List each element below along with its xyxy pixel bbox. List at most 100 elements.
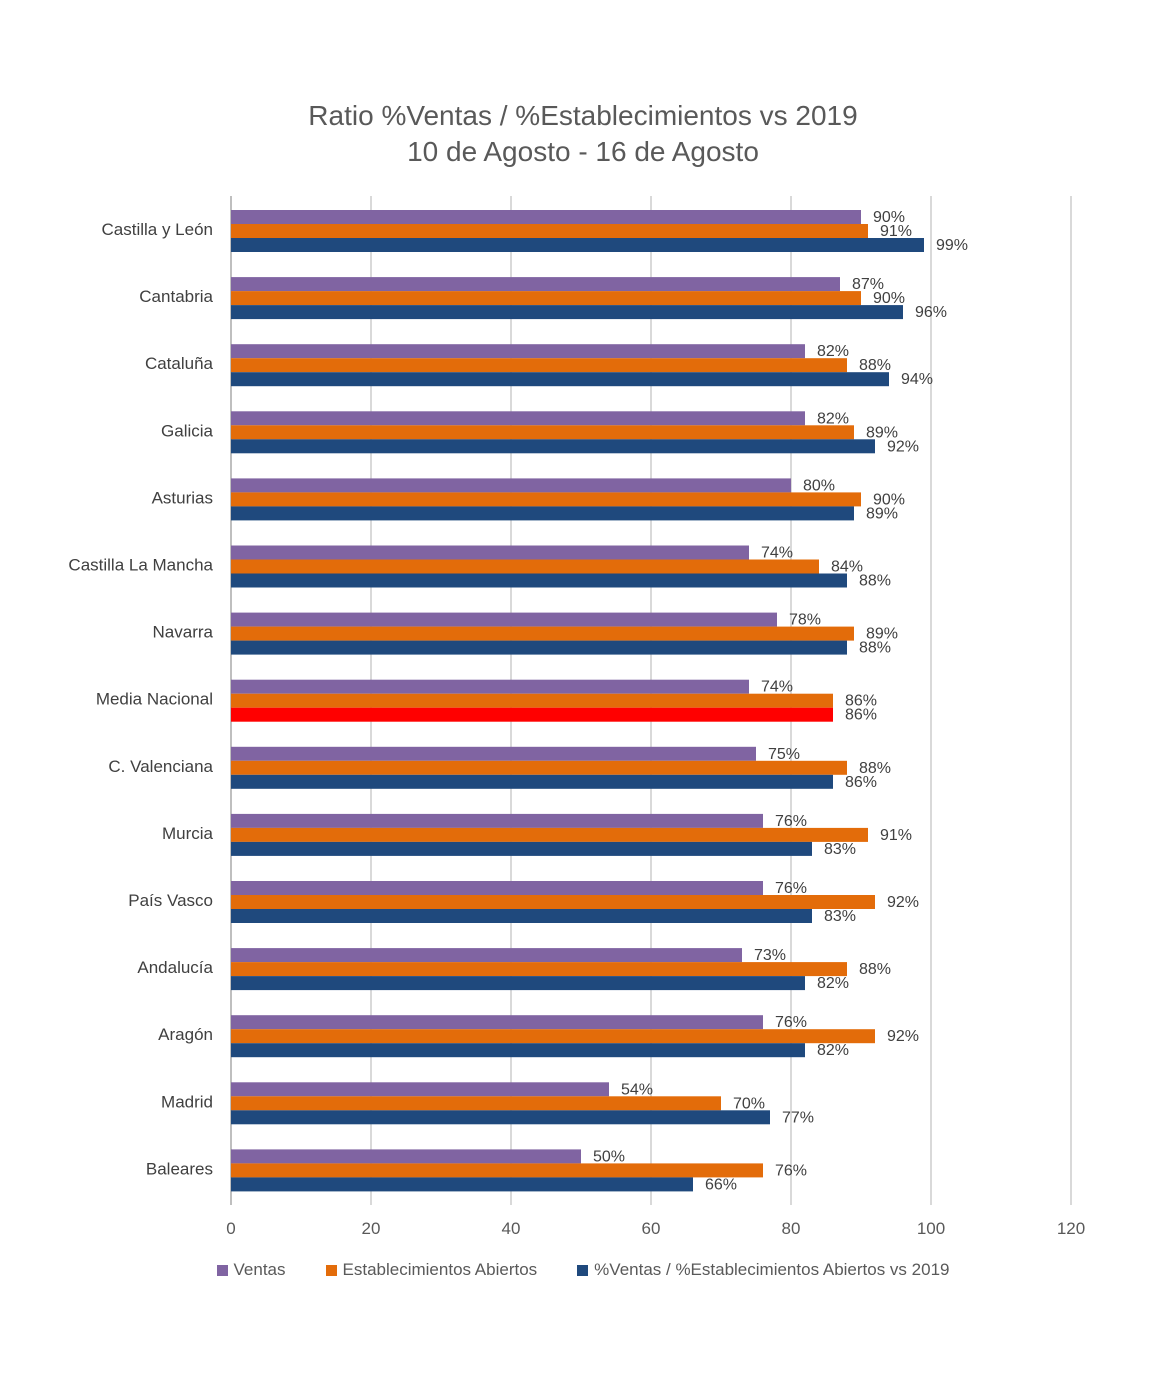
data-label: 82% bbox=[817, 975, 849, 992]
category-label: Cantabria bbox=[139, 287, 213, 306]
category-label: Castilla La Mancha bbox=[68, 556, 213, 575]
legend-label-ventas: Ventas bbox=[233, 1260, 286, 1279]
bar-ratio bbox=[231, 372, 889, 387]
bar-ratio bbox=[231, 841, 812, 856]
data-label: 82% bbox=[817, 1042, 849, 1059]
bar-ratio bbox=[231, 305, 903, 320]
bar-ratio bbox=[231, 976, 805, 991]
bar-establecimientos bbox=[231, 1029, 875, 1044]
data-label: 96% bbox=[915, 304, 947, 321]
data-label: 82% bbox=[817, 410, 849, 427]
bar-establecimientos bbox=[231, 1096, 721, 1111]
x-tick-label: 0 bbox=[226, 1219, 235, 1238]
bar-establecimientos bbox=[231, 492, 861, 507]
legend-swatch-ratio bbox=[577, 1264, 589, 1276]
data-label: 66% bbox=[705, 1176, 737, 1193]
data-label: 80% bbox=[803, 477, 835, 494]
bar-establecimientos bbox=[231, 291, 861, 306]
data-label: 88% bbox=[859, 357, 891, 374]
category-label: Aragón bbox=[158, 1025, 213, 1044]
bar-ventas bbox=[231, 1149, 581, 1164]
data-label: 76% bbox=[775, 813, 807, 830]
bar-establecimientos bbox=[231, 358, 847, 373]
bar-establecimientos bbox=[231, 760, 847, 775]
data-label: 76% bbox=[775, 880, 807, 897]
x-tick-label: 120 bbox=[1057, 1219, 1085, 1238]
data-label: 83% bbox=[824, 908, 856, 925]
legend: Ventas Establecimientos Abiertos %Ventas… bbox=[0, 1260, 1166, 1280]
data-label: 99% bbox=[936, 237, 968, 254]
bar-ventas bbox=[231, 612, 777, 627]
data-label: 82% bbox=[817, 343, 849, 360]
bar-ratio bbox=[231, 506, 854, 521]
data-label: 94% bbox=[901, 371, 933, 388]
data-label: 90% bbox=[873, 209, 905, 226]
data-label: 76% bbox=[775, 1014, 807, 1031]
category-label: Galicia bbox=[161, 421, 214, 440]
data-label: 91% bbox=[880, 223, 912, 240]
bar-ventas bbox=[231, 545, 749, 560]
legend-label-ratio: %Ventas / %Establecimientos Abiertos vs … bbox=[594, 1260, 950, 1279]
bar-ventas bbox=[231, 948, 742, 963]
bar-ventas bbox=[231, 813, 763, 828]
bar-ratio bbox=[231, 1177, 693, 1192]
data-label: 90% bbox=[873, 290, 905, 307]
bar-establecimientos bbox=[231, 1163, 763, 1178]
category-label: País Vasco bbox=[128, 891, 213, 910]
data-label: 86% bbox=[845, 693, 877, 710]
data-label: 73% bbox=[754, 947, 786, 964]
bar-ratio bbox=[231, 707, 833, 722]
category-label: Castilla y León bbox=[101, 220, 213, 239]
x-tick-label: 60 bbox=[642, 1219, 661, 1238]
bar-establecimientos bbox=[231, 224, 868, 238]
bar-ventas bbox=[231, 746, 756, 761]
data-label: 87% bbox=[852, 276, 884, 293]
bar-ratio bbox=[231, 238, 924, 252]
data-label: 92% bbox=[887, 438, 919, 455]
data-label: 54% bbox=[621, 1081, 653, 1098]
data-label: 86% bbox=[845, 774, 877, 791]
legend-swatch-establecimientos bbox=[325, 1264, 337, 1276]
data-label: 50% bbox=[593, 1148, 625, 1165]
category-label: Andalucía bbox=[137, 958, 213, 977]
x-tick-label: 20 bbox=[362, 1219, 381, 1238]
legend-item-establecimientos: Establecimientos Abiertos bbox=[325, 1260, 538, 1280]
data-label: 91% bbox=[880, 827, 912, 844]
category-label: Murcia bbox=[162, 824, 214, 843]
bar-ventas bbox=[231, 1015, 763, 1030]
bar-ratio bbox=[231, 909, 812, 923]
data-label: 90% bbox=[873, 491, 905, 508]
chart-subtitle: 10 de Agosto - 16 de Agosto bbox=[407, 136, 759, 167]
bar-establecimientos bbox=[231, 559, 819, 574]
bar-ventas bbox=[231, 210, 861, 224]
category-label: Navarra bbox=[153, 623, 214, 642]
bar-establecimientos bbox=[231, 425, 854, 440]
legend-label-establecimientos: Establecimientos Abiertos bbox=[342, 1260, 538, 1279]
data-label: 74% bbox=[761, 679, 793, 696]
bar-ventas bbox=[231, 277, 840, 292]
data-label: 70% bbox=[733, 1095, 765, 1112]
legend-item-ratio: %Ventas / %Establecimientos Abiertos vs … bbox=[577, 1260, 949, 1280]
data-label: 89% bbox=[866, 424, 898, 441]
category-label: Cataluña bbox=[145, 354, 214, 373]
bar-ventas bbox=[231, 679, 749, 694]
bar-ventas bbox=[231, 344, 805, 359]
category-label: Asturias bbox=[152, 488, 213, 507]
x-tick-label: 100 bbox=[917, 1219, 945, 1238]
bar-establecimientos bbox=[231, 626, 854, 641]
bar-ratio bbox=[231, 1110, 770, 1125]
bar-ventas bbox=[231, 411, 805, 426]
data-label: 89% bbox=[866, 505, 898, 522]
chart-title: Ratio %Ventas / %Establecimientos vs 201… bbox=[308, 100, 858, 131]
data-label: 78% bbox=[789, 612, 821, 629]
data-label: 88% bbox=[859, 573, 891, 590]
legend-item-ventas: Ventas bbox=[216, 1260, 286, 1280]
data-label: 92% bbox=[887, 1028, 919, 1045]
data-label: 74% bbox=[761, 545, 793, 562]
bar-establecimientos bbox=[231, 693, 833, 708]
data-label: 75% bbox=[768, 746, 800, 763]
data-label: 77% bbox=[782, 1109, 814, 1126]
x-tick-label: 80 bbox=[782, 1219, 801, 1238]
